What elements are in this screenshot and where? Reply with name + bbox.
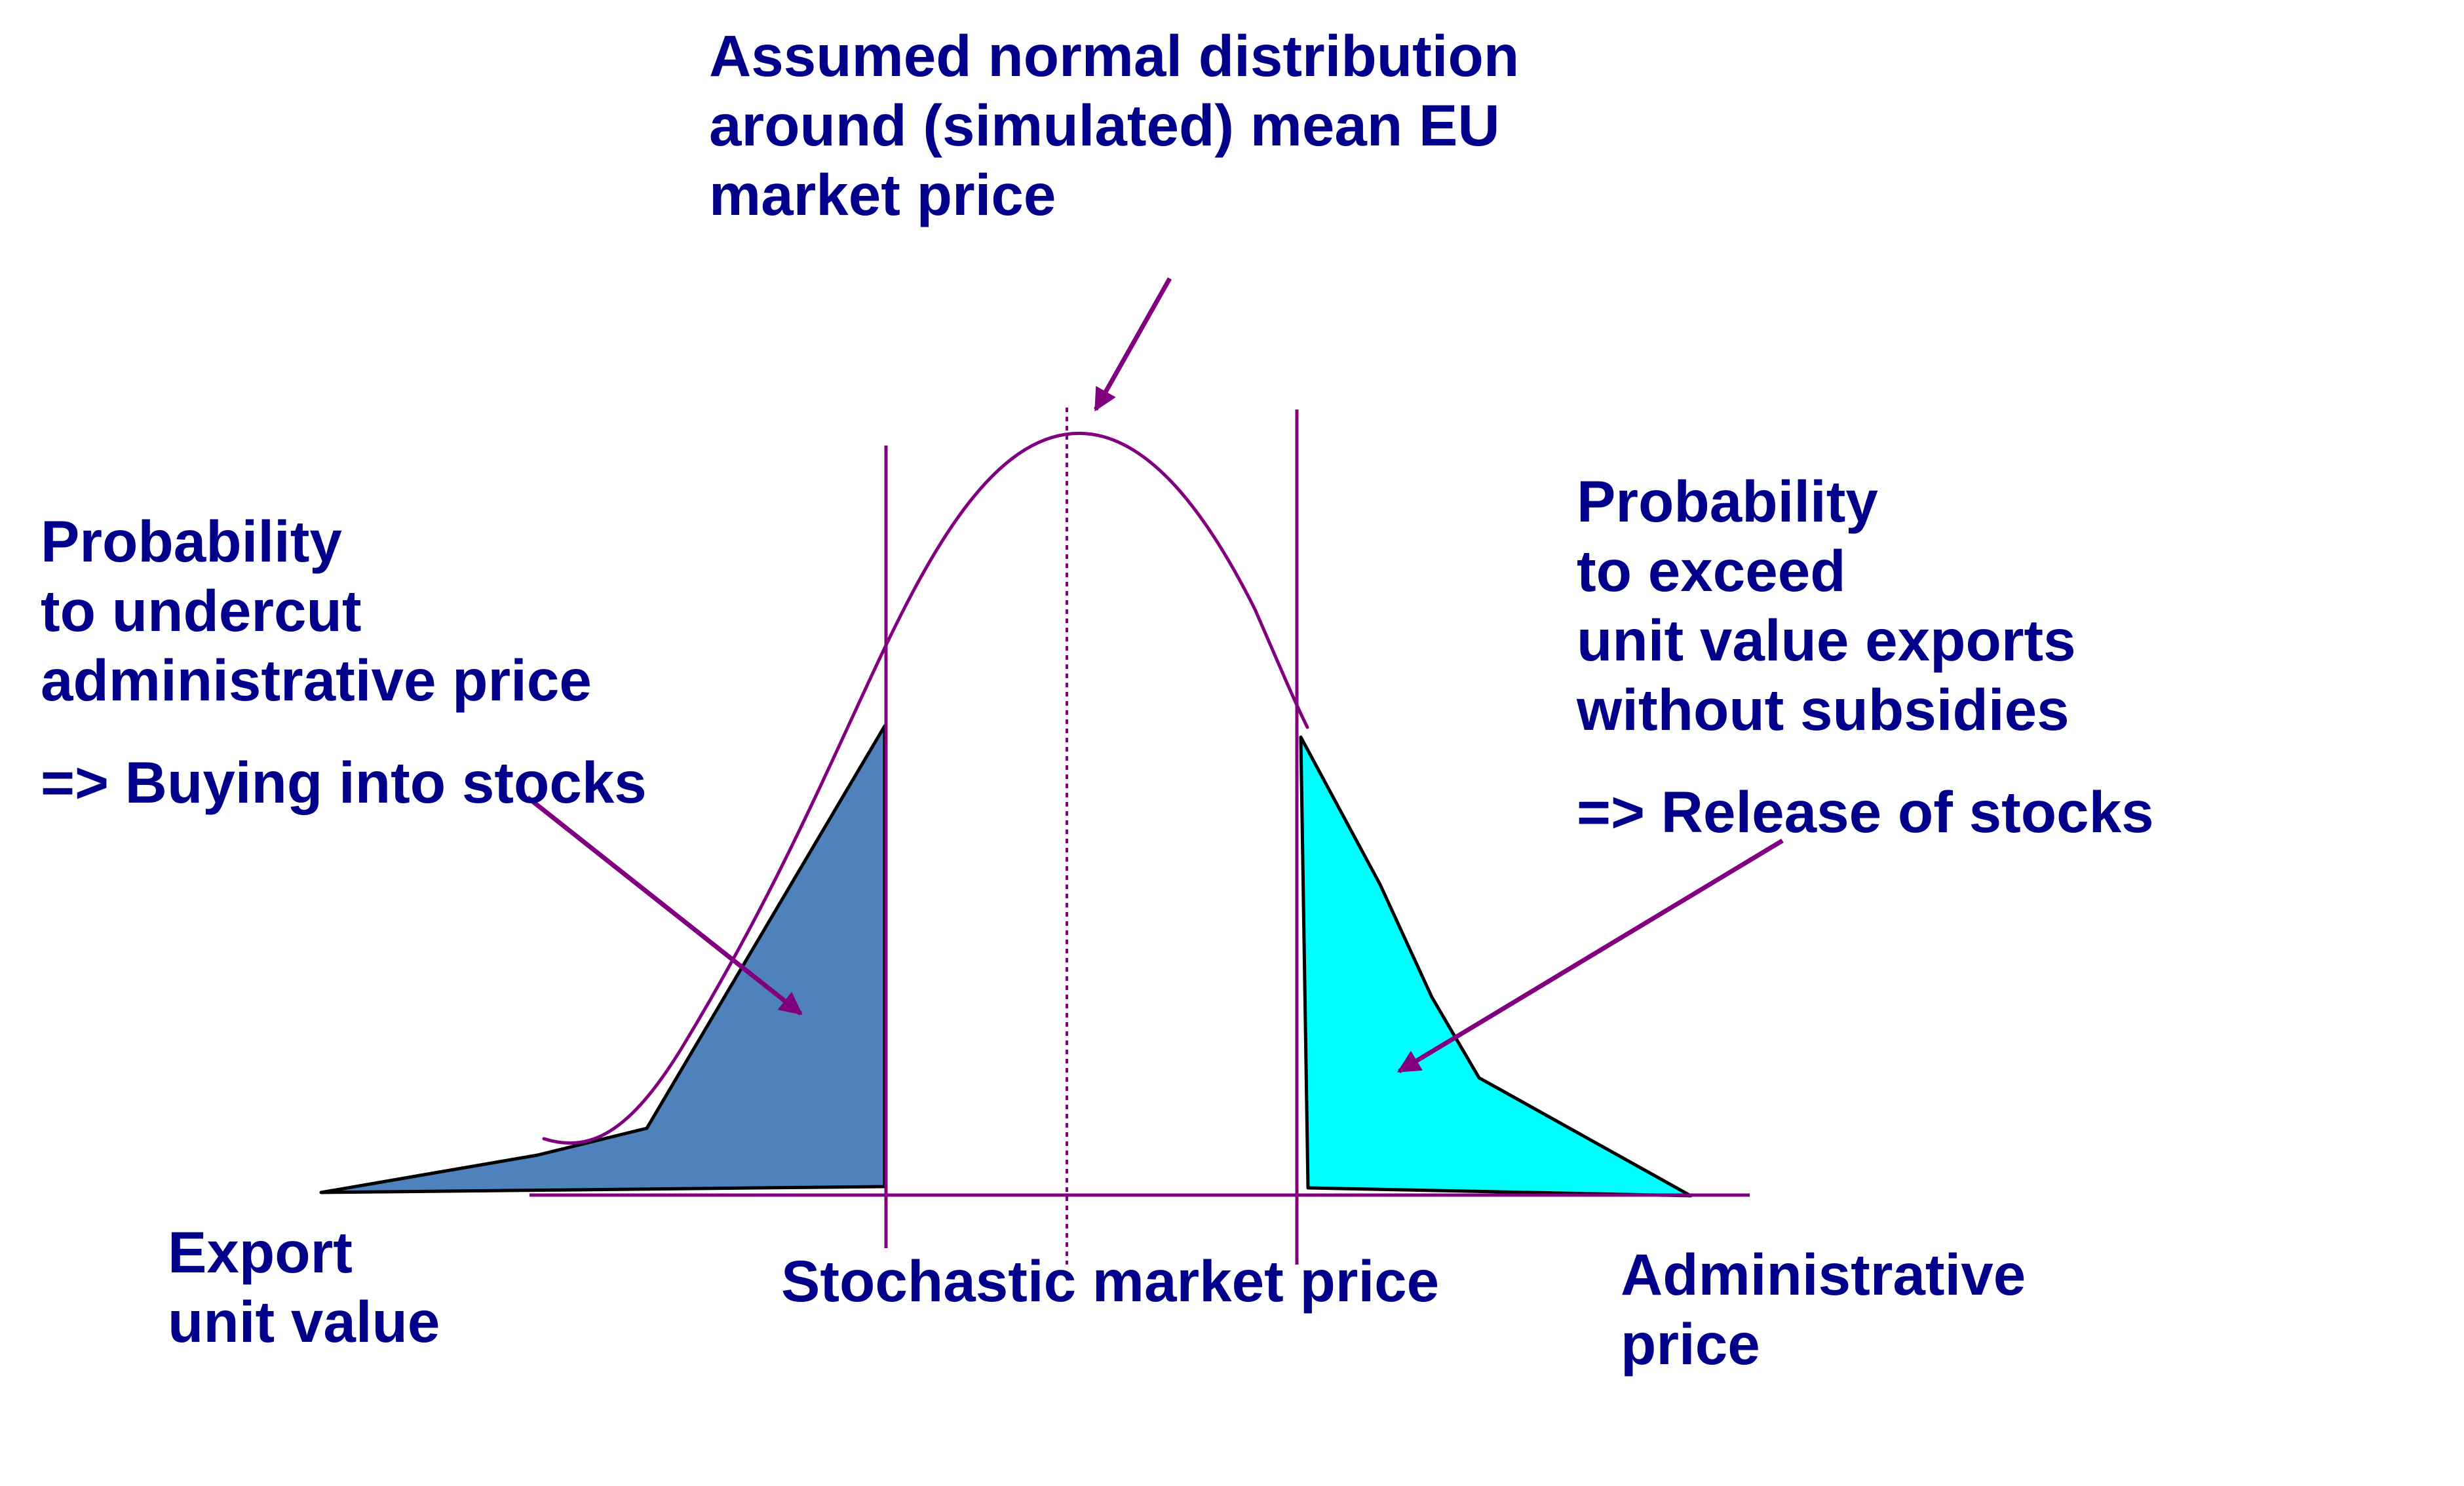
- mean-arrow: [1093, 277, 1172, 412]
- title-line-2: around (simulated) mean EU: [709, 92, 1500, 158]
- right-spacer: [1577, 744, 2154, 777]
- exceed-probability-label: Probability to exceed unit value exports…: [1577, 467, 2154, 847]
- right-line-3: unit value exports: [1577, 607, 2076, 673]
- stochastic-line: Stochastic market price: [781, 1248, 1440, 1314]
- right-line-2: to exceed: [1577, 538, 1846, 603]
- administrative-price-label: Administrative price: [1621, 1240, 2026, 1379]
- right-line-4: without subsidies: [1577, 677, 2069, 742]
- undercut-probability-label: Probability to undercut administrative p…: [41, 506, 647, 817]
- normal-distribution-curve: [542, 431, 1309, 1145]
- export-line-2: unit value: [168, 1289, 440, 1354]
- right-tail-arrow: [1397, 839, 1784, 1073]
- left-tail-area: [319, 724, 887, 1194]
- left-line-1: Probability: [41, 508, 342, 574]
- left-line-3: administrative price: [41, 647, 592, 713]
- buying-into-stocks-label: => Buying into stocks: [41, 750, 647, 815]
- distribution-title-label: Assumed normal distribution around (simu…: [709, 21, 1519, 229]
- export-unit-value-label: Export unit value: [168, 1217, 440, 1356]
- stochastic-market-price-label: Stochastic market price: [781, 1246, 1439, 1316]
- export-line-1: Export: [168, 1219, 353, 1285]
- title-line-3: market price: [709, 162, 1056, 227]
- title-line-1: Assumed normal distribution: [709, 23, 1520, 88]
- left-tail-arrow: [526, 795, 803, 1016]
- admin-line-2: price: [1621, 1311, 1760, 1377]
- release-of-stocks-label: => Release of stocks: [1577, 779, 2154, 845]
- left-spacer: [41, 715, 647, 748]
- right-line-1: Probability: [1577, 468, 1878, 534]
- left-line-2: to undercut: [41, 578, 362, 643]
- right-tail-area: [1299, 735, 1693, 1198]
- admin-line-1: Administrative: [1621, 1242, 2026, 1307]
